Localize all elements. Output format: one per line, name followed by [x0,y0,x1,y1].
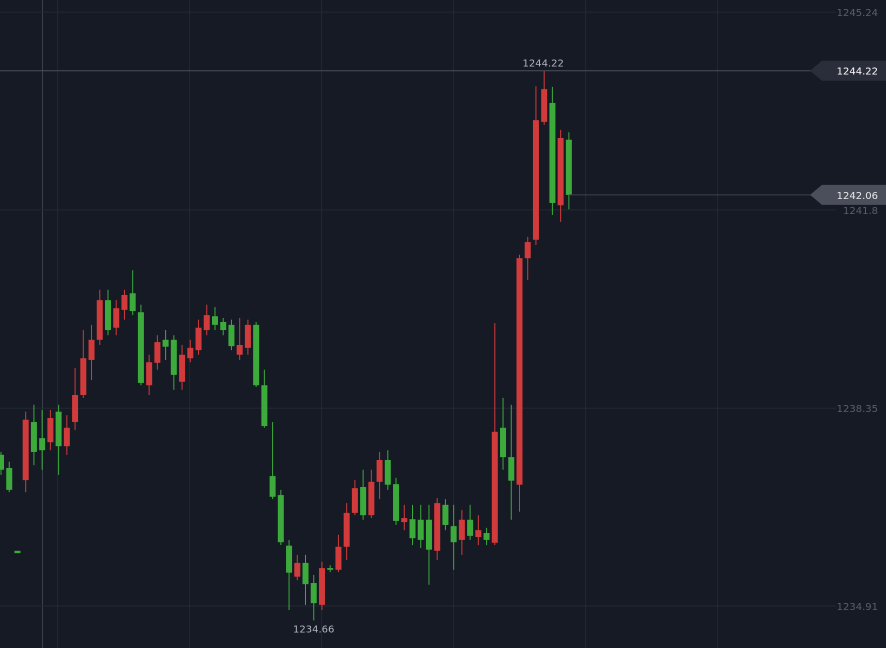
candle-body [14,550,21,554]
price-tag [810,60,886,81]
candle-body [335,546,342,570]
candle-body [96,300,103,340]
y-tick-label: 1241.8 [843,206,878,217]
vertical-grid [57,0,718,648]
candle-body [409,519,416,539]
candle-body [434,503,441,551]
candle-body [467,519,474,536]
candle-body [244,324,251,348]
last-price-tag [810,184,886,205]
candle-body [565,139,572,195]
candle-body [368,481,375,516]
candle-body [442,504,449,525]
candle-body [72,395,79,423]
candle-body [458,519,465,540]
candle-body [129,293,136,312]
candle-body [417,519,424,540]
candle-body [30,422,37,452]
candle-body [286,545,293,573]
candle-body [541,89,548,122]
candle-body [0,454,4,470]
candle-body [327,568,334,570]
candle-body [302,562,309,585]
last-price-label: 1242.06 [837,191,878,202]
candle-body [39,438,46,451]
candle-body [508,457,515,481]
candle-body [500,427,507,458]
candle-body [179,354,186,382]
candle-body [236,344,243,355]
candle-body [360,487,367,516]
candle-body [384,459,391,485]
candle-body [318,568,325,605]
candle-body [450,526,457,543]
candle-body [228,324,235,347]
candle-body [475,530,482,538]
candle-body [80,358,87,396]
candle-body [154,342,161,363]
candle-body [549,102,556,203]
candle-body [187,347,194,359]
candle-body [310,583,317,604]
candle-body [55,411,62,447]
price-tag-label: 1244.22 [837,67,878,78]
candle-body [261,385,268,427]
min-annotation: 1234.66 [293,624,334,635]
candle-body [137,312,144,383]
candle-body [195,327,202,351]
candle-body [88,339,95,360]
candle-body [516,258,523,485]
candle-body [532,120,539,240]
candle-body [203,315,210,331]
candle-body [294,562,301,577]
candle-body [376,459,383,482]
candle-body [6,468,13,490]
candle-body [425,519,432,550]
candle-body [162,339,169,347]
candle-body [351,488,358,513]
candle-body [524,242,531,259]
candle-body [22,419,29,481]
candle-body [277,495,284,543]
candle-body [269,476,276,497]
candle-body [253,324,260,386]
candle-body [104,300,111,331]
candle-body [491,431,498,543]
y-tick-label: 1245.24 [837,8,878,19]
candle-body [393,484,400,521]
candle-body [211,316,218,325]
max-annotation: 1244.22 [523,59,564,70]
candle-body [63,427,70,447]
candle-body [113,308,120,328]
candle-body [557,137,564,206]
candle-body [220,321,227,331]
y-tick-label: 1238.35 [837,404,878,415]
candle-body [146,362,153,386]
candle-body [401,518,408,523]
candle-body [343,512,350,547]
y-tick-label: 1234.91 [837,602,878,613]
candle-body [121,294,128,310]
candle-body [483,533,490,540]
candle-body [47,418,54,443]
candle-body [170,339,177,375]
